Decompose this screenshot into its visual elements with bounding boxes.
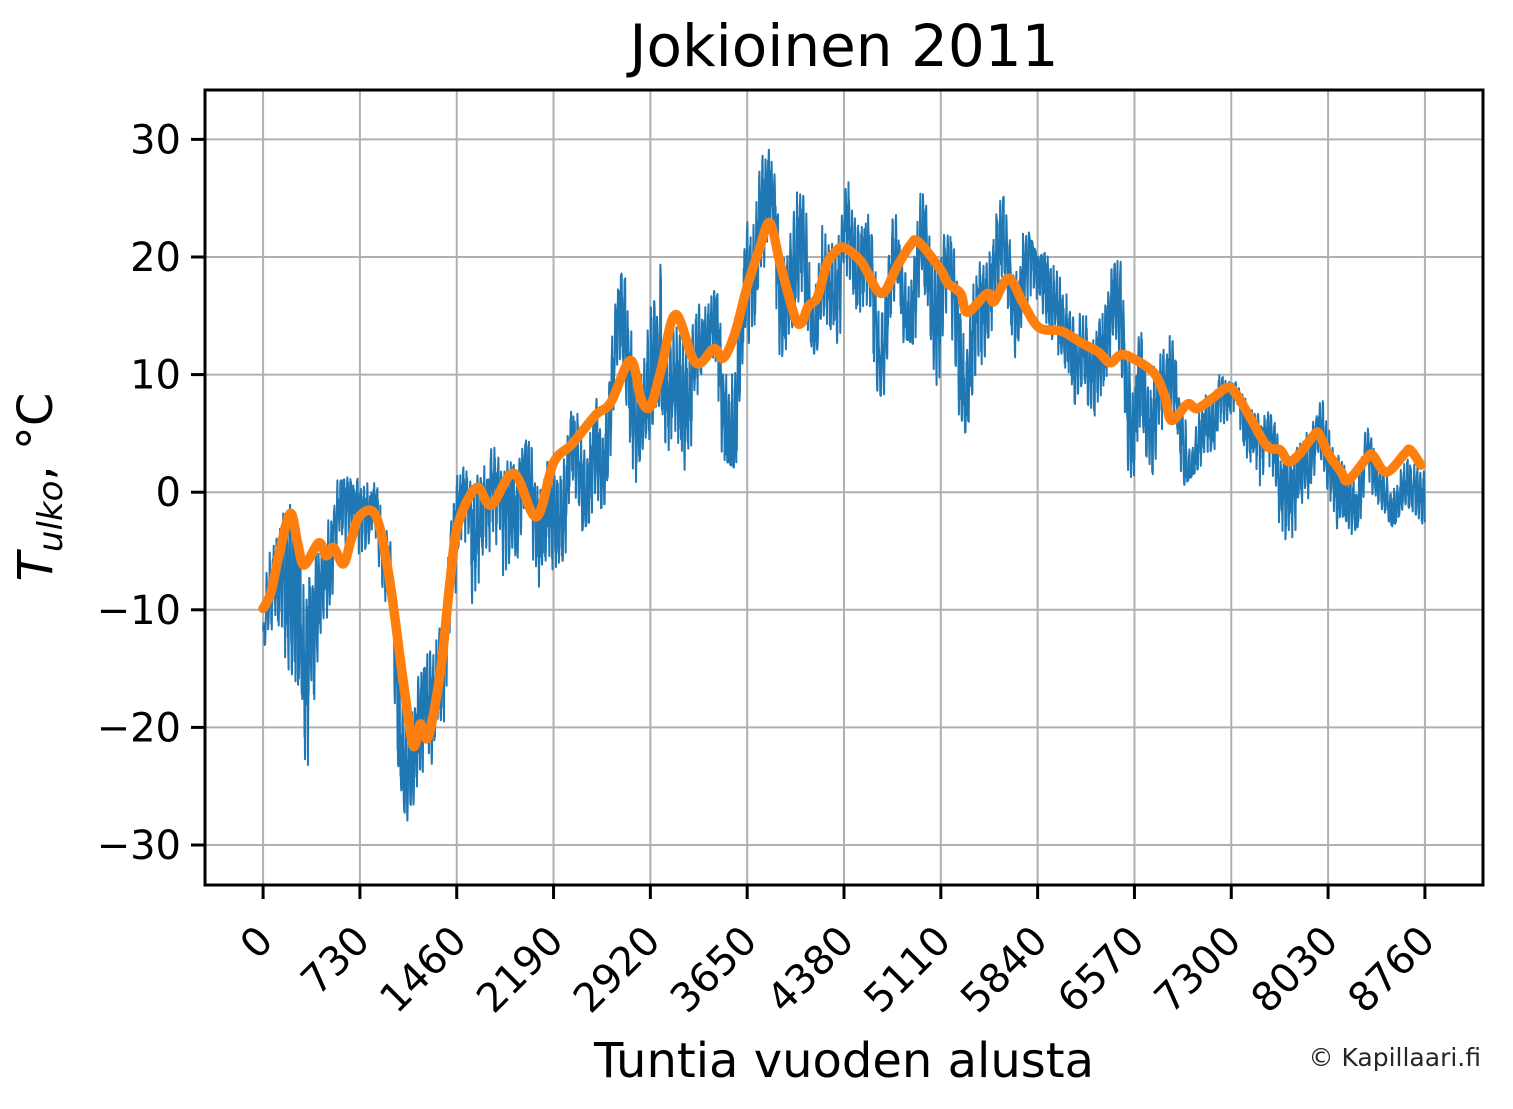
x-tick-label: 5840 xyxy=(952,918,1057,1023)
x-tick-label: 0 xyxy=(232,918,283,969)
chart-title: Jokioinen 2011 xyxy=(626,12,1058,80)
y-tick-label: 0 xyxy=(156,470,181,516)
y-label-subscript: ulko xyxy=(31,481,71,553)
y-axis-label: Tulko, °C xyxy=(8,393,71,582)
hourly-temperature-line xyxy=(262,148,1426,822)
y-tick-label: −30 xyxy=(97,823,181,869)
x-tick-label: 8760 xyxy=(1339,918,1444,1023)
moving-average-line xyxy=(258,218,1426,752)
x-tick-label: 6570 xyxy=(1049,918,1154,1023)
x-tick-label: 2190 xyxy=(468,918,573,1023)
x-tick-label: 2920 xyxy=(565,918,670,1023)
plot-border xyxy=(203,88,1485,887)
x-tick-label: 4380 xyxy=(759,918,864,1023)
x-tick-label: 3650 xyxy=(662,918,767,1023)
x-tick-label: 8030 xyxy=(1243,918,1348,1023)
y-tick-label: 20 xyxy=(130,235,181,281)
y-tick-label: 10 xyxy=(130,353,181,399)
y-tick-label: 30 xyxy=(130,117,181,163)
x-tick-label: 7300 xyxy=(1146,918,1251,1023)
x-tick-label: 730 xyxy=(292,918,379,1005)
y-tick-label: −20 xyxy=(97,705,181,751)
x-tick-label: 1460 xyxy=(371,918,476,1023)
watermark: © Kapillaari.fi xyxy=(1309,1043,1482,1072)
x-tick-label: 5110 xyxy=(855,918,960,1023)
y-label-symbol: T xyxy=(8,548,64,581)
axes-layer xyxy=(191,88,1485,899)
x-axis-label: Tuntia vuoden alusta xyxy=(593,1033,1094,1089)
series-layer xyxy=(258,148,1426,822)
y-tick-label: −10 xyxy=(97,588,181,634)
y-label-unit: , °C xyxy=(8,393,64,481)
